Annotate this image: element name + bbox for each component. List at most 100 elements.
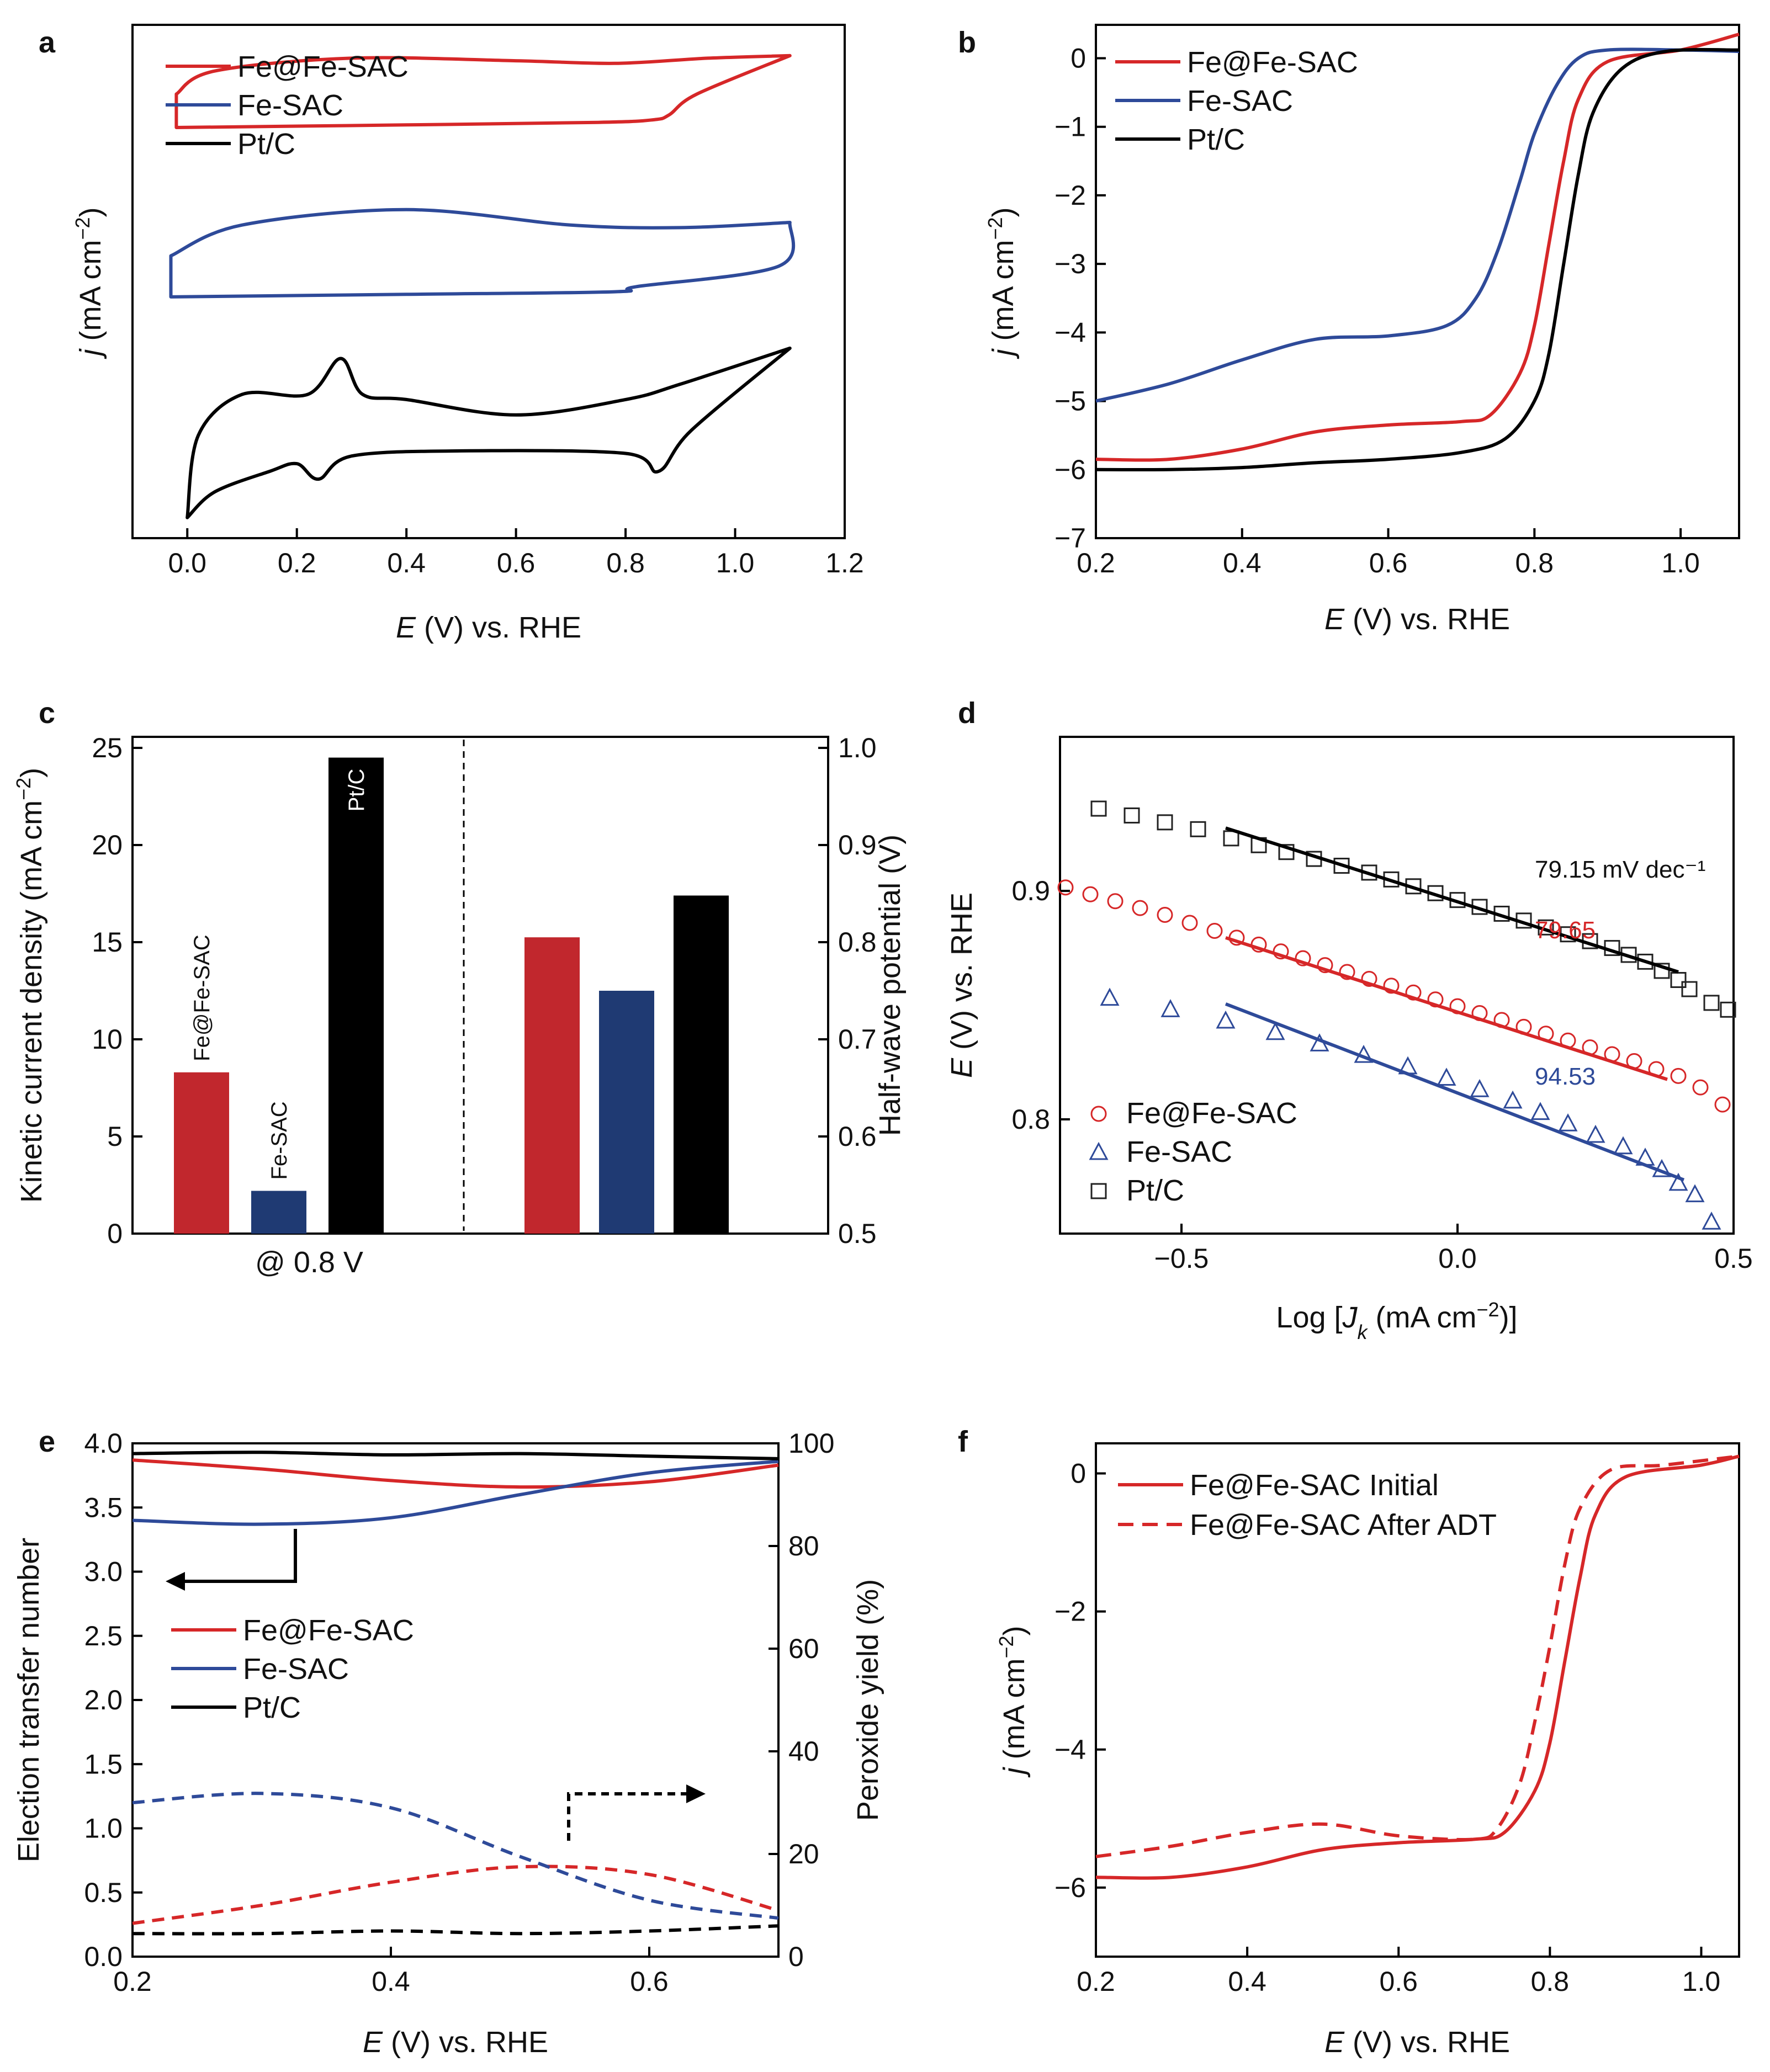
point-fe-sac (1702, 1212, 1721, 1230)
panel-b-y-tick-label: −7 (1054, 523, 1086, 554)
panel-c-y-label-right: Half-wave potential (V) (873, 835, 907, 1136)
panel-d-x-tick-label: 0.0 (1438, 1243, 1477, 1274)
fit-line-fe-fe-sac (1225, 936, 1668, 1081)
point-fe-fe-sac (1714, 1096, 1731, 1113)
panel-a-x-tick-label: 0.4 (387, 548, 426, 578)
n-curve-pt-c (132, 1451, 779, 1460)
point-fe-fe-sac (1383, 977, 1400, 994)
panel-e-left-y-tick-label: 0.5 (84, 1877, 123, 1908)
panel-d-y-label: E (V) vs. RHE (945, 892, 978, 1078)
panel-c-axes: 0 5 10 15 20 25 0.5 0.6 0.7 0.8 0.9 1.0 (92, 732, 876, 1249)
panel-c-right-y-tick-label: 1.0 (838, 732, 877, 763)
panel-e-left-y-tick-label: 2.0 (84, 1685, 123, 1715)
panel-f-y-tick-label: −2 (1054, 1596, 1086, 1627)
legend-label-pt-c: Pt/C (1126, 1174, 1184, 1207)
legend-label-fe-sac: Fe-SAC (237, 89, 343, 122)
arrow-left-axis (174, 1529, 297, 1583)
panel-e-y-label-right: Peroxide yield (%) (851, 1579, 884, 1821)
point-pt-c (1703, 995, 1720, 1011)
arrow-head-left (166, 1572, 185, 1591)
point-pt-c (1190, 821, 1206, 837)
bar-kinetic-pt-c (328, 757, 384, 1234)
point-fe-fe-sac (1082, 886, 1099, 902)
point-fe-fe-sac (1181, 915, 1198, 931)
panel-a-x-tick-label: 0.0 (168, 548, 206, 578)
panel-b-y-tick-label: −4 (1054, 317, 1086, 348)
panel-e-arrows (166, 1529, 706, 1841)
panel-f-axes: 0.2 0.4 0.6 0.8 1.0 0 −2 −4 −6 (1054, 1458, 1720, 1997)
legend-label-fe-sac: Fe-SAC (1187, 84, 1293, 118)
panel-f-y-label: j (mA cm−2) (995, 1625, 1031, 1778)
panel-a-x-tick-label: 1.0 (716, 548, 755, 578)
point-fe-sac (1265, 1022, 1285, 1040)
point-fe-sac (1613, 1136, 1633, 1155)
bar-label-fe-sac: Fe-SAC (267, 1101, 292, 1180)
panel-f-x-tick-label: 0.8 (1531, 1966, 1570, 1997)
point-fe-fe-sac (1339, 964, 1355, 980)
panel-c-right-y-tick-label: 0.5 (838, 1218, 877, 1249)
panel-e-left-y-tick-label: 2.5 (84, 1621, 123, 1651)
point-fe-fe-sac (1157, 907, 1173, 923)
legend-label-fe-fe-sac: Fe@Fe-SAC (1187, 46, 1358, 79)
panel-b-y-tick-label: −6 (1054, 454, 1086, 485)
panel-c-left-y-tick-label: 25 (92, 732, 123, 763)
legend-marker-pt-c (1090, 1183, 1107, 1199)
n-curve-fe-sac (132, 1459, 779, 1526)
panel-b-y-tick-label: −1 (1054, 111, 1086, 142)
legend-marker-fe-sac (1089, 1141, 1109, 1160)
panel-e-axes: 0.2 0.4 0.6 0.0 0.5 1.0 1.5 2.0 2.5 3.0 3.5 4.0 0 20 4… (84, 1428, 834, 1997)
point-fe-fe-sac (1206, 923, 1223, 939)
panel-c-x-label: @ 0.8 V (255, 1246, 363, 1279)
point-fe-fe-sac (1107, 893, 1124, 910)
legend-label-pt-c: Pt/C (243, 1691, 301, 1724)
legend-label-pt-c: Pt/C (1187, 123, 1245, 156)
bar-half-wave-pt-c (674, 895, 729, 1234)
point-fe-sac (1437, 1067, 1456, 1086)
panel-d-label: d (958, 697, 976, 730)
legend-label-fe-fe-sac: Fe@Fe-SAC (237, 50, 409, 83)
panel-b-x-tick-label: 0.4 (1223, 548, 1262, 578)
bar-kinetic-fe-fe-sac (174, 1072, 229, 1234)
point-fe-fe-sac (1317, 957, 1333, 974)
panel-b-curves (1095, 33, 1740, 472)
cv-curve-fe-sac (169, 208, 796, 299)
point-fe-sac (1160, 999, 1180, 1017)
panel-a-x-label: E (V) vs. RHE (396, 611, 581, 644)
panel-c-left-y-tick-label: 20 (92, 830, 123, 860)
slope-label-pt-c: 79.15 mV dec⁻¹ (1535, 856, 1705, 883)
panel-c-label: c (39, 697, 55, 730)
panel-e-x-tick-label: 0.4 (372, 1966, 410, 1997)
panel-f-y-tick-label: −4 (1054, 1734, 1086, 1765)
panel-e-left-y-tick-label: 1.5 (84, 1749, 123, 1779)
panel-c: c 0 5 10 15 20 25 0.5 0.6 0.7 0.8 0.9 1.0 Fe@Fe-SAC… (12, 697, 907, 1279)
panel-d-frame (1059, 736, 1735, 1235)
panel-a-x-tick-label: 0.2 (278, 548, 316, 578)
slope-label-fe-fe-sac: 79.65 (1535, 917, 1596, 944)
point-fe-sac (1558, 1113, 1578, 1131)
lsv-curve-fe-fe-sac-initial (1095, 1454, 1740, 1880)
panel-f-x-label: E (V) vs. RHE (1324, 2026, 1510, 2059)
panel-d: d −0.5 0.0 0.5 0.8 0.9 Fe@Fe-SAC Fe-SAC Pt/C… (945, 697, 1753, 1343)
point-fe-sac (1668, 1172, 1688, 1191)
bar-half-wave-fe-fe-sac (524, 937, 580, 1234)
panel-d-legend: Fe@Fe-SAC Fe-SAC Pt/C (1089, 1097, 1297, 1207)
panel-b-x-label: E (V) vs. RHE (1324, 603, 1510, 636)
bar-label-pt-c: Pt/C (345, 769, 369, 812)
legend-label-fe-sac: Fe-SAC (1126, 1135, 1232, 1168)
point-pt-c (1090, 800, 1107, 817)
panel-f-y-tick-label: −6 (1054, 1872, 1086, 1903)
panel-a: a 0.0 0.2 0.4 0.6 0.8 1.0 1.2 Fe@Fe-SAC Fe-SAC… (39, 24, 864, 644)
point-fe-sac (1470, 1079, 1490, 1097)
point-fe-sac (1100, 987, 1120, 1006)
panel-c-y-label-left: Kinetic current density (mA cm−2) (12, 768, 49, 1203)
panel-a-frame (131, 24, 846, 539)
panel-b: b 0.2 0.4 0.6 0.8 1.0 0 −1 −2 −3 −4 −5 −6 −7 Fe@Fe-S… (958, 24, 1740, 636)
panel-b-x-tick-label: 0.6 (1369, 548, 1408, 578)
panel-c-left-y-tick-label: 0 (107, 1218, 123, 1249)
panel-c-frame (131, 736, 829, 1235)
panel-c-bars: Fe@Fe-SAC Fe-SAC Pt/C (174, 757, 729, 1234)
panel-b-label: b (958, 26, 976, 59)
panel-c-right-y-tick-label: 0.7 (838, 1024, 877, 1055)
panel-b-x-tick-label: 0.8 (1515, 548, 1554, 578)
legend-label-pt-c: Pt/C (237, 127, 295, 161)
